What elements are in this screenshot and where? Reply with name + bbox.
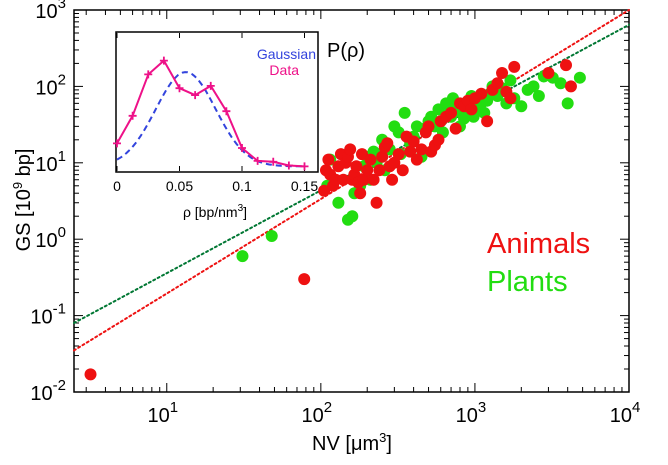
animals-point — [508, 60, 521, 73]
animals-point — [475, 87, 488, 100]
y-tick-label: 101 — [35, 148, 66, 176]
animals-point — [357, 173, 370, 186]
animals-point — [337, 173, 350, 186]
animals-point — [373, 164, 386, 177]
animals-point — [491, 77, 504, 90]
animals-point — [322, 153, 335, 166]
inset-x-axis-label: ρ [bp/nm3] — [183, 203, 247, 220]
data-marker — [206, 81, 215, 90]
animals-point — [415, 143, 428, 156]
animals-point — [404, 145, 417, 158]
plants-point — [332, 196, 345, 209]
plants-point — [346, 210, 359, 223]
y-tick-label: 100 — [35, 224, 66, 252]
x-tick-label: 103 — [456, 399, 487, 427]
animals-point — [392, 148, 405, 161]
legend-animals: Animals — [487, 228, 590, 260]
animals-point — [361, 164, 374, 177]
plants-point — [573, 71, 586, 84]
plants-point — [458, 112, 471, 125]
data-marker — [300, 162, 309, 171]
plants-point — [561, 97, 574, 110]
data-marker — [238, 144, 246, 152]
animals-point — [422, 120, 435, 133]
x-axis-label: NV [μm3] — [312, 430, 392, 455]
data-marker — [191, 91, 200, 100]
y-tick-label: 102 — [35, 71, 66, 99]
animals-point — [350, 160, 363, 173]
plants-point — [236, 250, 249, 263]
plants-point — [265, 230, 278, 243]
inset-x-tick-label: 0.05 — [166, 178, 193, 194]
data-marker — [269, 157, 278, 166]
inset-axes: 0 0.05 0.1 0.15 — [113, 33, 318, 194]
animals-point — [396, 164, 409, 177]
inset-lines — [113, 56, 309, 171]
x-tick-label: 101 — [147, 399, 178, 427]
animals-point — [504, 92, 517, 105]
inset-legend-gaussian: Gaussian — [257, 46, 316, 62]
animals-point — [564, 80, 577, 93]
animals-point — [370, 196, 383, 209]
inset-title: P(ρ) — [327, 40, 365, 62]
data-marker — [253, 156, 262, 165]
data-marker — [144, 70, 153, 79]
animals-point — [432, 133, 445, 146]
animals-point — [354, 187, 367, 200]
inset-legend-data: Data — [269, 62, 299, 78]
animals-point — [410, 153, 423, 166]
inset-x-tick-label: 0.1 — [232, 178, 252, 194]
animals-point — [542, 66, 555, 79]
plants-point — [532, 89, 545, 102]
animals-point — [344, 143, 357, 156]
inset-x-tick-label: 0 — [113, 178, 121, 194]
inset-frame — [115, 31, 319, 173]
gaussian-curve — [116, 71, 305, 168]
y-tick-label: 10-1 — [30, 301, 66, 329]
animals-point — [386, 173, 399, 186]
animals-point — [298, 273, 311, 286]
animals-point — [465, 103, 478, 116]
data-marker — [175, 84, 184, 93]
plants-point — [398, 106, 411, 119]
y-tick-label: 103 — [35, 0, 66, 23]
inset-chart: 0 0.05 0.1 0.15 P(ρ) Gaussian Data ρ [bp/nm… — [113, 31, 365, 220]
data-marker — [284, 161, 293, 170]
y-axis-label: GS [109 bp] — [10, 149, 35, 252]
x-tick-label: 104 — [610, 399, 641, 427]
data-marker — [128, 111, 137, 120]
animals-point — [356, 148, 369, 161]
animals-point — [496, 66, 509, 79]
animals-point — [318, 184, 331, 197]
plants-point — [504, 74, 517, 87]
animals-point — [559, 59, 572, 72]
animals-point — [376, 150, 389, 163]
data-marker — [159, 56, 168, 65]
data-marker — [113, 139, 121, 148]
animals-point — [364, 153, 377, 166]
inset-x-tick-label: 0.15 — [291, 178, 318, 194]
data-marker — [222, 107, 231, 116]
plants-point — [554, 77, 567, 90]
plants-point — [515, 100, 528, 113]
animals-point — [381, 137, 394, 150]
legend-plants: Plants — [487, 266, 568, 298]
plants-point — [425, 110, 438, 123]
scatter-points — [84, 59, 586, 381]
plot-frame — [73, 9, 630, 393]
plants-point — [527, 80, 540, 93]
animals-point — [445, 106, 458, 119]
x-tick-label: 102 — [302, 399, 333, 427]
animals-point — [367, 173, 380, 186]
y-tick-label: 10-2 — [30, 377, 66, 405]
animals-point — [84, 368, 97, 381]
animals-point — [481, 115, 494, 128]
animals-point — [407, 135, 420, 148]
animals-point — [449, 122, 462, 135]
main-axes: 101 102 103 104 10-2 10-1 100 101 102 103 — [30, 0, 640, 427]
